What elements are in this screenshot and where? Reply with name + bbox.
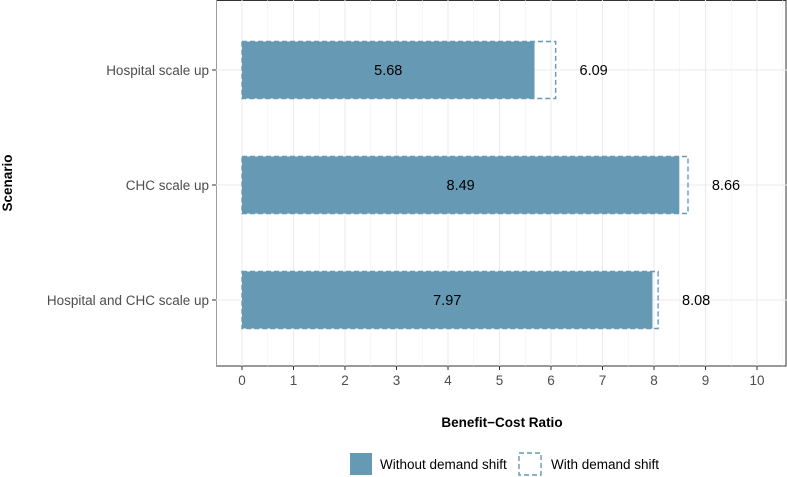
x-tick-label: 2 bbox=[341, 373, 349, 388]
legend-label-without-demand-shift: Without demand shift bbox=[380, 457, 507, 472]
y-category-label: Hospital and CHC scale up bbox=[47, 293, 209, 308]
x-tick-label: 1 bbox=[290, 373, 298, 388]
value-label-with-demand-shift: 8.66 bbox=[712, 178, 740, 194]
x-tick-label: 9 bbox=[702, 373, 710, 388]
bar-with-demand-shift bbox=[241, 155, 689, 215]
x-tick-label: 3 bbox=[393, 373, 401, 388]
legend-key-with-demand-shift bbox=[518, 452, 542, 476]
bar-without-demand-shift bbox=[242, 271, 653, 329]
x-tick-label: 4 bbox=[444, 373, 452, 388]
value-label-with-demand-shift: 8.08 bbox=[682, 293, 710, 309]
x-tick-label: 7 bbox=[599, 373, 607, 388]
x-axis: 0 1 2 3 4 5 6 7 8 9 10 bbox=[238, 366, 765, 388]
y-category-label: CHC scale up bbox=[126, 178, 209, 193]
bar-without-demand-shift bbox=[242, 41, 535, 99]
bar-without-demand-shift bbox=[242, 156, 680, 214]
legend-label-with-demand-shift: With demand shift bbox=[551, 457, 659, 472]
x-axis-title: Benefit−Cost Ratio bbox=[441, 415, 562, 430]
value-label-without-demand-shift: 7.97 bbox=[433, 293, 461, 309]
value-label-without-demand-shift: 8.49 bbox=[447, 178, 475, 194]
bars bbox=[241, 40, 689, 330]
x-tick-label: 8 bbox=[650, 373, 658, 388]
x-tick-label: 5 bbox=[496, 373, 504, 388]
y-category-label: Hospital scale up bbox=[106, 63, 209, 78]
data-labels: 5.68 6.09 8.49 8.66 7.97 8.08 bbox=[374, 63, 740, 309]
y-axis: Hospital scale up CHC scale up Hospital an… bbox=[47, 63, 216, 308]
x-tick-label: 10 bbox=[749, 373, 764, 388]
bar-with-demand-shift bbox=[241, 40, 557, 100]
value-label-without-demand-shift: 5.68 bbox=[374, 63, 402, 79]
x-tick-label: 0 bbox=[238, 373, 246, 388]
legend: Without demand shift With demand shift bbox=[350, 452, 659, 476]
legend-key-without-demand-shift bbox=[350, 453, 372, 475]
x-tick-label: 6 bbox=[547, 373, 555, 388]
value-label-with-demand-shift: 6.09 bbox=[580, 63, 608, 79]
y-axis-title: Scenario bbox=[0, 154, 15, 211]
bar-with-demand-shift bbox=[241, 270, 659, 330]
